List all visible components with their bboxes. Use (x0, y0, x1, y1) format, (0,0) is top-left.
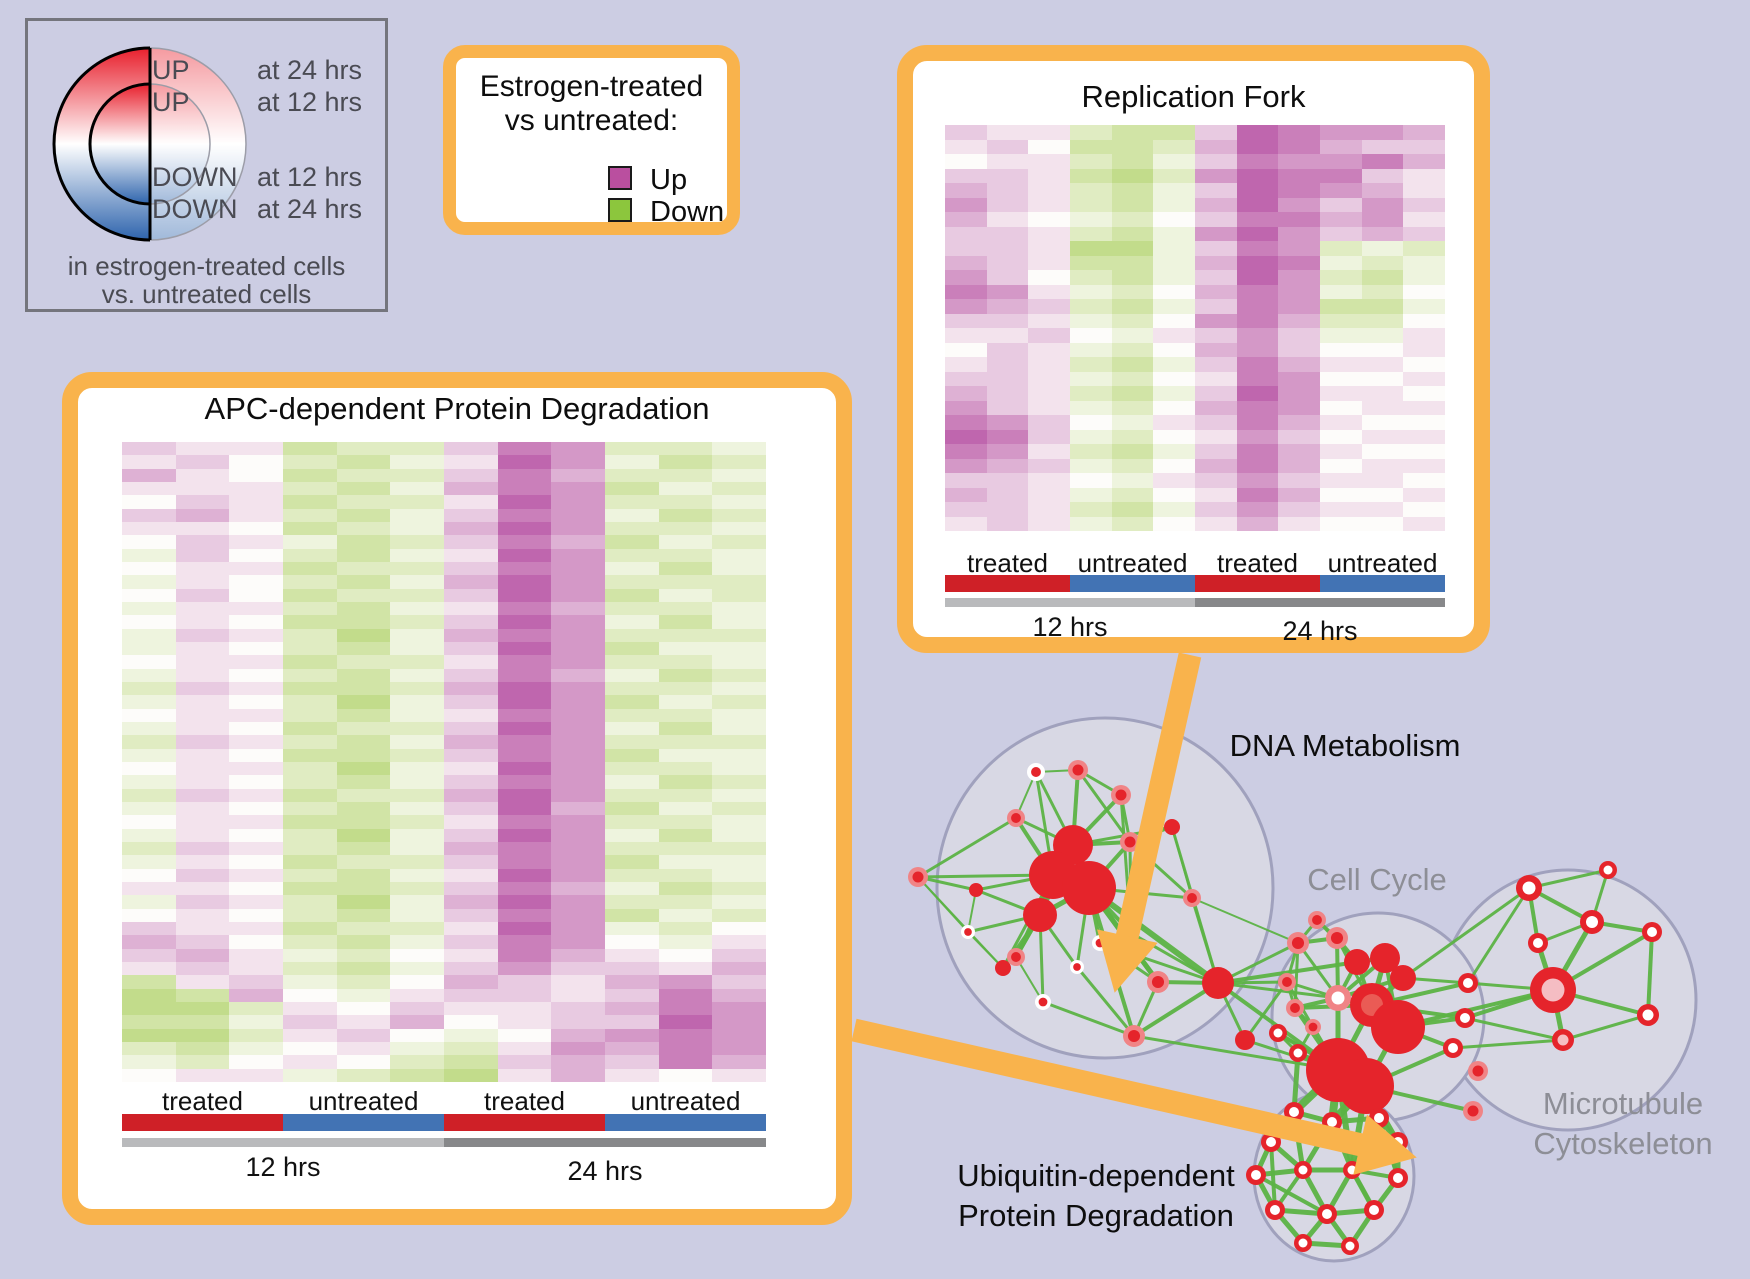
repfork-group-untreated-12: untreated (1077, 548, 1188, 578)
repfork-time-bar (945, 598, 1445, 607)
repfork-time-24hrs: 24 hrs (1282, 616, 1358, 646)
ring-down-outer-time: at 24 hrs (256, 194, 362, 224)
up-label: Up (650, 164, 688, 196)
updown-legend-title2: vs untreated: (504, 104, 679, 137)
repfork-time-12hrs: 12 hrs (1032, 612, 1108, 642)
ring-caption-line1: in estrogen-treated cells (67, 251, 346, 281)
updown-legend-box (443, 45, 740, 235)
apc-time-12hrs: 12 hrs (245, 1152, 321, 1182)
repfork-group-treated-12: treated (967, 548, 1048, 578)
apc-group-treated-12: treated (162, 1086, 243, 1116)
apc-heatmap (122, 442, 766, 1082)
repfork-group-untreated-24: untreated (1327, 548, 1438, 578)
apc-group-treated-24: treated (484, 1086, 565, 1116)
repfork-group-treated-24: treated (1217, 548, 1298, 578)
down-label: Down (650, 196, 725, 228)
ubiquitin-label-line1: Ubiquitin-dependent (957, 1158, 1235, 1193)
ring-caption-line2: vs. untreated cells (101, 279, 312, 309)
ring-down-outer-label: DOWN (152, 194, 238, 224)
microtubule-label-line2: Cytoskeleton (1533, 1126, 1713, 1161)
repfork-heatmap (945, 125, 1445, 531)
ring-down-inner-label: DOWN (152, 162, 238, 192)
apc-time-24hrs: 24 hrs (567, 1156, 643, 1186)
repfork-condition-bar (945, 575, 1445, 592)
ring-legend-box (25, 18, 388, 312)
up-color-swatch (608, 166, 632, 190)
ring-up-inner-time: at 12 hrs (256, 87, 362, 117)
ubiquitin-label-line2: Protein Degradation (958, 1198, 1234, 1233)
cell-cycle-label: Cell Cycle (1307, 862, 1447, 897)
updown-legend-title1: Estrogen-treated (479, 70, 704, 103)
ring-up-outer-time: at 24 hrs (256, 55, 362, 85)
microtubule-label-line1: Microtubule (1542, 1086, 1704, 1121)
ring-up-outer-label: UP (152, 55, 190, 85)
apc-condition-bar (122, 1114, 766, 1131)
apc-time-bar (122, 1138, 766, 1147)
dna-metabolism-label: DNA Metabolism (1229, 728, 1461, 763)
apc-group-untreated-12: untreated (308, 1086, 419, 1116)
repfork-title: Replication Fork (1081, 79, 1306, 114)
updown-ring-diagram (52, 46, 247, 242)
apc-title: APC-dependent Protein Degradation (204, 391, 710, 426)
ring-down-inner-time: at 12 hrs (256, 162, 362, 192)
down-color-swatch (608, 198, 632, 222)
apc-group-untreated-24: untreated (630, 1086, 741, 1116)
ring-up-inner-label: UP (152, 87, 190, 117)
